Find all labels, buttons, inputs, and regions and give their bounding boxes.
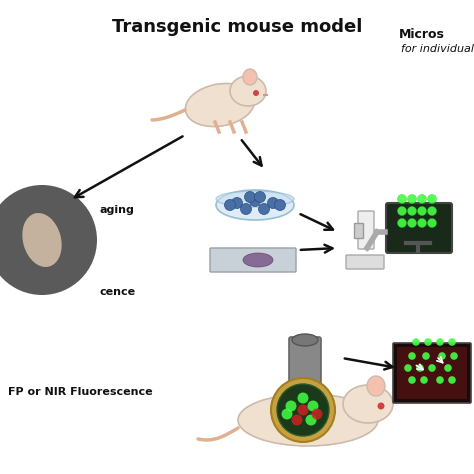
Circle shape: [0, 185, 97, 295]
Circle shape: [422, 352, 430, 360]
Circle shape: [298, 404, 309, 416]
Circle shape: [408, 376, 416, 384]
Text: for individual: for individual: [401, 44, 474, 54]
FancyBboxPatch shape: [289, 337, 321, 387]
Ellipse shape: [216, 191, 294, 207]
Circle shape: [245, 191, 255, 202]
Ellipse shape: [243, 253, 273, 267]
Ellipse shape: [216, 190, 294, 220]
Circle shape: [424, 338, 432, 346]
Circle shape: [282, 409, 292, 419]
Circle shape: [398, 219, 407, 228]
FancyBboxPatch shape: [397, 347, 467, 399]
FancyBboxPatch shape: [346, 255, 384, 269]
Circle shape: [225, 200, 236, 210]
Circle shape: [428, 219, 437, 228]
Circle shape: [240, 203, 252, 215]
Circle shape: [308, 401, 319, 411]
Text: Micros: Micros: [399, 28, 445, 41]
Circle shape: [416, 364, 424, 372]
Ellipse shape: [367, 376, 385, 396]
Circle shape: [438, 352, 446, 360]
Circle shape: [420, 376, 428, 384]
FancyBboxPatch shape: [210, 248, 296, 272]
Circle shape: [436, 376, 444, 384]
Circle shape: [428, 194, 437, 203]
Circle shape: [398, 207, 407, 216]
Circle shape: [450, 352, 458, 360]
Circle shape: [444, 364, 452, 372]
Circle shape: [277, 384, 329, 436]
Ellipse shape: [243, 69, 257, 85]
Circle shape: [306, 414, 317, 426]
Text: FP or NIR Fluorescence: FP or NIR Fluorescence: [8, 387, 153, 397]
FancyBboxPatch shape: [386, 203, 452, 253]
Circle shape: [408, 352, 416, 360]
Ellipse shape: [343, 385, 393, 423]
Circle shape: [249, 195, 261, 207]
Ellipse shape: [185, 83, 255, 127]
Circle shape: [267, 198, 279, 209]
Circle shape: [398, 194, 407, 203]
Circle shape: [408, 194, 417, 203]
Circle shape: [253, 90, 259, 96]
Circle shape: [377, 402, 384, 410]
Text: Transgenic mouse model: Transgenic mouse model: [112, 18, 362, 36]
Ellipse shape: [292, 334, 318, 346]
Circle shape: [271, 378, 335, 442]
Circle shape: [448, 376, 456, 384]
Circle shape: [258, 203, 270, 215]
Circle shape: [448, 338, 456, 346]
Ellipse shape: [238, 394, 378, 446]
Circle shape: [404, 364, 412, 372]
Circle shape: [255, 191, 265, 202]
Circle shape: [311, 409, 322, 419]
Circle shape: [412, 338, 420, 346]
FancyBboxPatch shape: [393, 343, 471, 403]
FancyBboxPatch shape: [355, 224, 364, 238]
Circle shape: [418, 207, 427, 216]
Circle shape: [408, 207, 417, 216]
Ellipse shape: [22, 213, 62, 267]
Ellipse shape: [230, 76, 266, 106]
Circle shape: [428, 207, 437, 216]
Circle shape: [418, 219, 427, 228]
Circle shape: [231, 198, 243, 209]
FancyBboxPatch shape: [358, 211, 374, 249]
Circle shape: [274, 200, 285, 210]
Circle shape: [408, 219, 417, 228]
Circle shape: [428, 364, 436, 372]
Text: aging: aging: [100, 205, 135, 215]
Circle shape: [285, 401, 297, 411]
Circle shape: [292, 414, 302, 426]
Circle shape: [436, 338, 444, 346]
Text: cence: cence: [100, 287, 136, 297]
Circle shape: [418, 194, 427, 203]
Circle shape: [298, 392, 309, 403]
